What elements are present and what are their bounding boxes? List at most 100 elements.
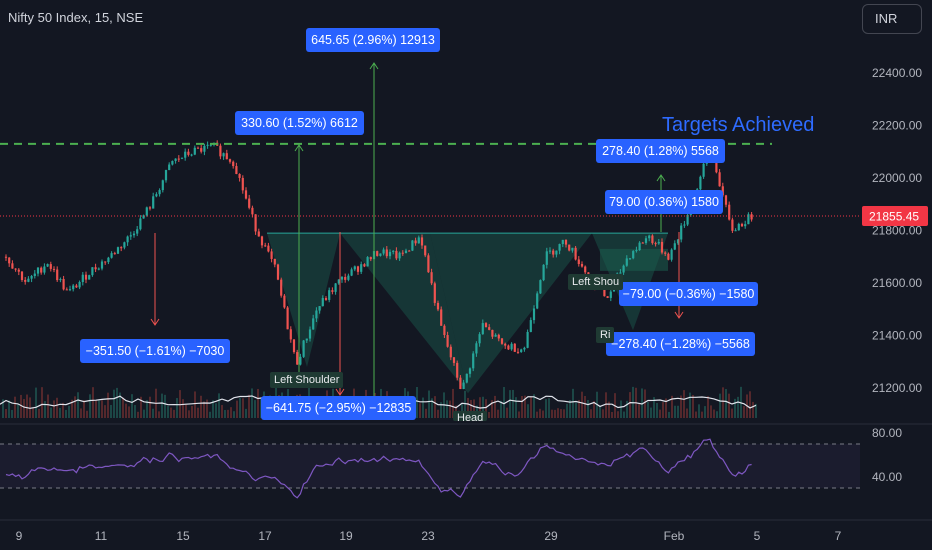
volume-bar (62, 402, 64, 418)
candle-body (619, 272, 622, 274)
volume-bar (89, 394, 91, 418)
candle-body (731, 219, 734, 231)
candle-body (110, 253, 113, 258)
volume-bar (467, 397, 469, 418)
volume-bar (110, 404, 112, 418)
measure-label[interactable]: −278.40 (−1.28%) −5568 (606, 332, 755, 356)
candle-body (484, 323, 488, 328)
volume-bar (548, 398, 550, 418)
volume-bar (611, 411, 613, 418)
x-tick-label: Feb (664, 529, 685, 543)
candle-body (446, 335, 449, 347)
candle-body (254, 214, 257, 232)
candle-body (472, 353, 475, 369)
volume-bar (11, 409, 13, 418)
volume-bar (227, 409, 229, 418)
volume-bar (650, 407, 652, 418)
volume-bar (683, 390, 685, 418)
measure-label[interactable]: −351.50 (−1.61%) −7030 (80, 339, 230, 363)
volume-bar (716, 411, 718, 418)
volume-bar (710, 405, 712, 418)
candle-body (75, 285, 78, 288)
candle-body (513, 343, 516, 352)
volume-bar (731, 408, 733, 418)
candle-body (30, 275, 33, 279)
volume-bar (554, 409, 556, 418)
candle-body (603, 287, 606, 297)
candle-body (193, 147, 196, 155)
candle-body (452, 357, 456, 363)
candle-body (648, 235, 651, 239)
volume-bar (656, 403, 658, 418)
volume-bar (101, 400, 103, 418)
candle-body (267, 245, 270, 252)
candle-body (657, 241, 660, 244)
volume-bar (206, 399, 208, 418)
candle-body (52, 268, 56, 270)
candle-body (625, 258, 628, 266)
volume-bar (149, 396, 151, 418)
candle-body (497, 334, 500, 339)
pattern-head (430, 233, 592, 394)
measure-arrowhead (294, 144, 304, 152)
volume-bar (698, 404, 700, 418)
volume-bar (680, 395, 682, 418)
volume-bar (83, 400, 85, 418)
volume-bar (494, 395, 496, 418)
volume-bar (35, 387, 37, 418)
measure-label[interactable]: 79.00 (0.36%) 1580 (605, 190, 723, 214)
candle-body (558, 244, 561, 251)
measure-label[interactable]: 278.40 (1.28%) 5568 (596, 139, 725, 163)
measure-label[interactable]: −641.75 (−2.95%) −12835 (261, 396, 416, 420)
candle-body (420, 237, 424, 246)
volume-bar (164, 394, 166, 418)
pattern-label: Left Shou (568, 274, 624, 290)
volume-bar (422, 397, 424, 418)
candle-body (539, 280, 542, 294)
volume-bar (449, 400, 451, 418)
volume-bar (542, 410, 544, 418)
candle-body (385, 249, 388, 257)
measure-label[interactable]: 645.65 (2.96%) 12913 (306, 28, 440, 52)
y-tick-label: 21200.00 (872, 381, 922, 395)
candle-body (478, 334, 481, 344)
candle-body (164, 170, 168, 181)
currency-selector[interactable]: INR (862, 4, 922, 34)
candle-body (78, 282, 81, 288)
volume-bar (551, 409, 553, 418)
candle-body (228, 159, 232, 162)
chart-title: Nifty 50 Index, 15, NSE (8, 10, 144, 25)
volume-bar (212, 400, 214, 418)
candle-body (136, 229, 139, 234)
candle-body (516, 351, 520, 353)
candle-body (622, 265, 625, 273)
candle-body (667, 253, 670, 260)
volume-bar (440, 402, 442, 418)
candle-body (529, 320, 532, 332)
candle-body (360, 264, 363, 272)
candle-body (264, 245, 267, 247)
candle-body (36, 267, 40, 274)
measure-arrowhead (656, 174, 666, 182)
candle-body (721, 186, 724, 196)
measure-label[interactable]: 330.60 (1.52%) 6612 (235, 111, 364, 135)
volume-bar (185, 404, 187, 418)
last-price-badge (862, 205, 928, 226)
volume-bar (245, 408, 247, 418)
volume-bar (725, 389, 727, 418)
measure-label[interactable]: −79.00 (−0.36%) −1580 (619, 282, 758, 306)
candle-body (328, 290, 331, 300)
volume-bar (626, 400, 628, 418)
volume-bar (170, 407, 172, 418)
volume-bar (602, 409, 604, 418)
candle-body (609, 291, 612, 298)
candle-body (107, 257, 110, 263)
volume-bar (608, 401, 610, 418)
volume-bar (8, 400, 10, 418)
volume-bar (737, 396, 739, 418)
candle-body (392, 250, 395, 252)
volume-bar (452, 388, 454, 418)
candle-body (184, 151, 187, 158)
volume-bar (665, 398, 667, 418)
